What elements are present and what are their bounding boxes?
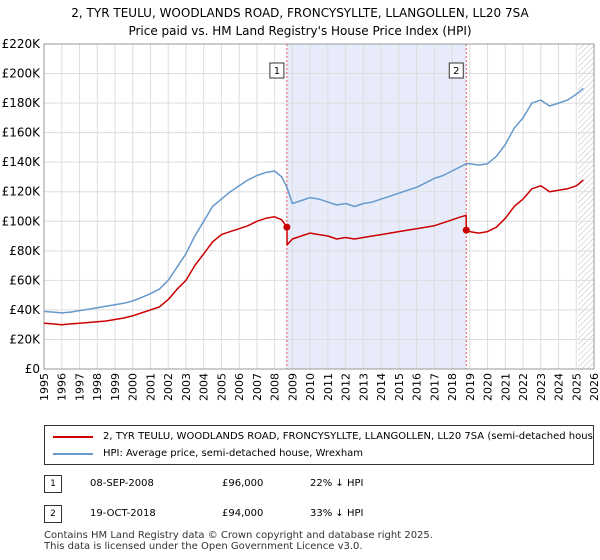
- sale-label: 1: [274, 66, 280, 77]
- footer-line-2: This data is licensed under the Open Gov…: [44, 541, 363, 552]
- transaction-badge: 1: [44, 475, 62, 493]
- x-tick-label: 2021: [499, 373, 512, 401]
- x-tick-label: 2016: [411, 373, 424, 401]
- x-tick-label: 1997: [73, 373, 86, 401]
- y-tick-label: £220K: [2, 37, 42, 51]
- x-tick-label: 2006: [233, 373, 246, 401]
- legend-label-hpi: HPI: Average price, semi-detached house,…: [103, 448, 364, 459]
- x-tick-label: 2007: [251, 373, 264, 401]
- y-tick-label: £140K: [2, 155, 42, 169]
- x-tick-label: 2012: [340, 373, 353, 401]
- y-tick-label: £200K: [2, 67, 42, 81]
- x-tick-label: 2017: [428, 373, 441, 401]
- sale-point: [462, 226, 470, 234]
- shaded-region: [286, 44, 467, 369]
- x-tick-label: 2008: [269, 373, 282, 401]
- y-tick-label: £180K: [2, 96, 42, 110]
- y-tick-label: £100K: [2, 214, 42, 228]
- plot-frame: [43, 43, 595, 370]
- chart-title-line-1: 2, TYR TEULU, WOODLANDS ROAD, FRONCYSYLL…: [71, 6, 529, 20]
- x-tick-label: 2003: [180, 373, 193, 401]
- series-line-hpi: [43, 87, 584, 314]
- sale-label-box: [269, 62, 285, 79]
- transaction-date: 08-SEP-2008: [90, 478, 154, 489]
- sale-label-box: [448, 62, 464, 79]
- x-tick-label: 2019: [464, 373, 477, 401]
- transaction-price: £94,000: [222, 508, 264, 519]
- legend-swatch-property: [53, 436, 93, 438]
- x-tick-label: 2011: [322, 373, 335, 401]
- footer: Contains HM Land Registry data © Crown c…: [44, 530, 433, 552]
- x-tick-label: 2004: [198, 373, 211, 401]
- y-tick-label: £20K: [9, 332, 41, 346]
- x-tick-label: 2018: [446, 373, 459, 401]
- x-tick-label: 1996: [56, 373, 69, 401]
- x-tick-label: 2010: [304, 373, 317, 401]
- x-tick-label: 2009: [286, 373, 299, 401]
- x-tick-label: 2026: [588, 373, 600, 401]
- x-tick-label: 2000: [127, 373, 140, 401]
- transaction-price: £96,000: [222, 478, 264, 489]
- transaction-badge: 2: [44, 505, 62, 523]
- x-tick-label: 1998: [91, 373, 104, 401]
- y-tick-label: £60K: [9, 273, 41, 287]
- y-tick-label: £120K: [2, 185, 42, 199]
- sale-point: [283, 223, 291, 231]
- chart-title-line-2: Price paid vs. HM Land Registry's House …: [128, 24, 472, 38]
- x-tick-label: 1995: [38, 373, 51, 401]
- x-tick-label: 2025: [570, 373, 583, 401]
- transaction-hpi-diff: 22% ↓ HPI: [310, 478, 364, 489]
- x-tick-label: 2002: [162, 373, 175, 401]
- x-tick-label: 2022: [517, 373, 530, 401]
- series-line-property: [43, 179, 584, 326]
- legend-entry-hpi: HPI: Average price, semi-detached house,…: [53, 446, 363, 462]
- transaction-date: 19-OCT-2018: [90, 508, 156, 519]
- y-tick-label: £80K: [9, 244, 41, 258]
- y-tick-label: £40K: [9, 303, 41, 317]
- sale-label: 2: [453, 66, 459, 77]
- y-tick-label: £160K: [2, 126, 42, 140]
- legend-entry-property: 2, TYR TEULU, WOODLANDS ROAD, FRONCYSYLL…: [53, 429, 594, 445]
- legend-swatch-hpi: [53, 453, 93, 455]
- x-tick-label: 2023: [535, 373, 548, 401]
- x-tick-label: 2024: [553, 373, 566, 401]
- legend-label-property: 2, TYR TEULU, WOODLANDS ROAD, FRONCYSYLL…: [103, 431, 594, 442]
- legend: 2, TYR TEULU, WOODLANDS ROAD, FRONCYSYLL…: [44, 425, 594, 465]
- x-tick-label: 2013: [357, 373, 370, 401]
- x-tick-label: 1999: [109, 373, 122, 401]
- x-tick-label: 2020: [482, 373, 495, 401]
- x-tick-label: 2014: [375, 373, 388, 401]
- x-tick-label: 2005: [215, 373, 228, 401]
- chart-title: 2, TYR TEULU, WOODLANDS ROAD, FRONCYSYLL…: [0, 4, 600, 40]
- transaction-hpi-diff: 33% ↓ HPI: [310, 508, 364, 519]
- footer-line-1: Contains HM Land Registry data © Crown c…: [44, 530, 433, 541]
- x-tick-label: 2001: [144, 373, 157, 401]
- forecast-hatch: [578, 44, 594, 369]
- price-chart: £0 £20K £40K £60K £80K £100K £120K £140K £160K £1…: [2, 37, 600, 401]
- y-tick-label: £0: [25, 362, 40, 376]
- x-tick-label: 2015: [393, 373, 406, 401]
